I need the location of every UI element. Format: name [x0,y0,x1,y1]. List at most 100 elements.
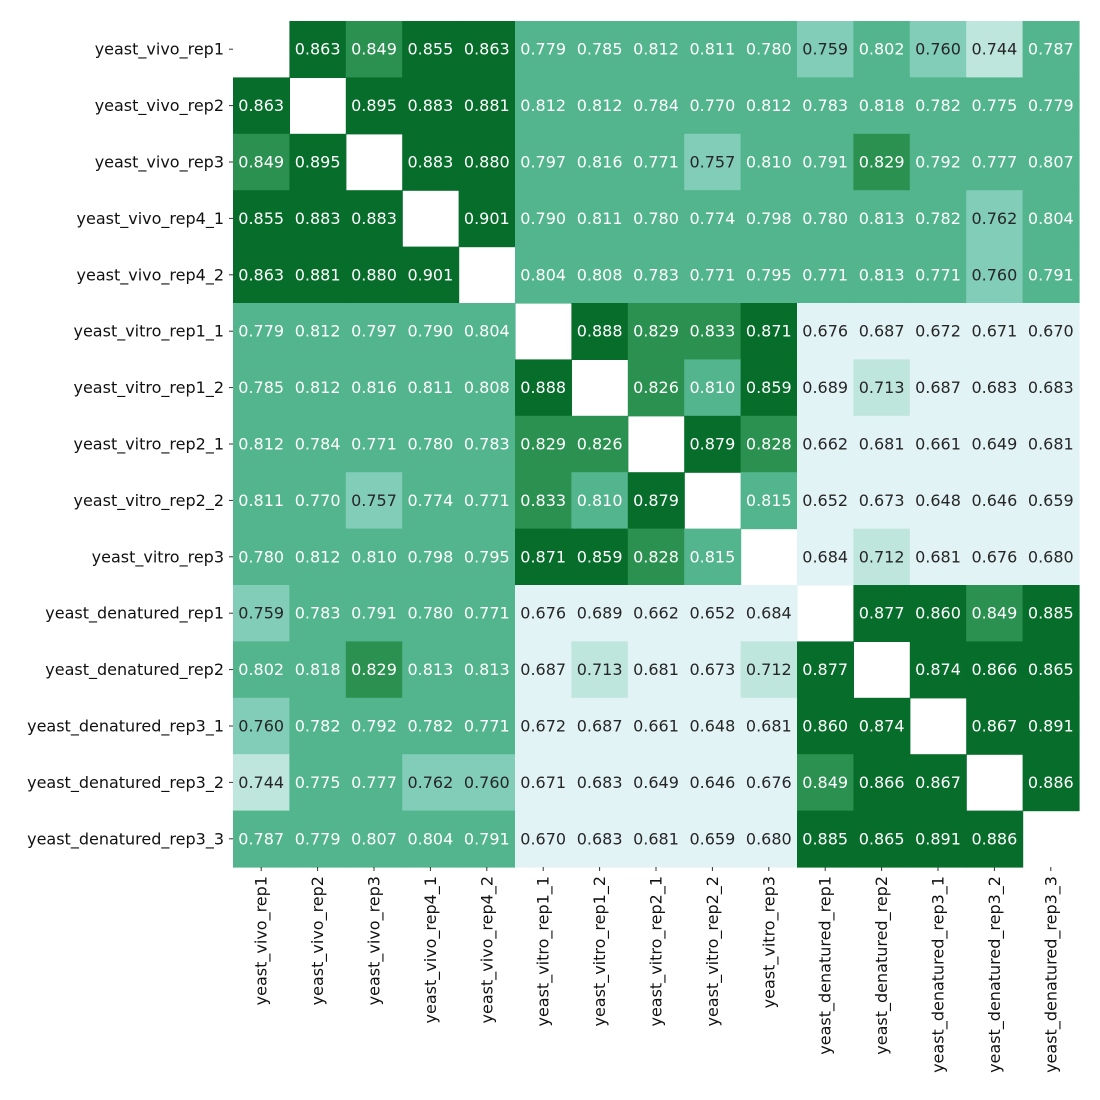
heatmap-cell [797,21,854,78]
heatmap-cell [853,810,911,868]
cell-value-label: 0.661 [633,717,679,736]
y-tick-label: yeast_denatured_rep3_3 [27,829,224,849]
cell-value-label: 0.883 [407,96,453,115]
heatmap-cell [684,21,742,78]
cell-value-label: 0.783 [464,435,510,454]
cell-value-label: 0.885 [802,829,848,848]
cell-value-label: 0.798 [407,547,453,566]
heatmap-cell [458,190,516,248]
heatmap-cell [853,754,911,812]
heatmap-cell [458,77,516,135]
cell-value-label: 0.646 [971,491,1017,510]
heatmap-cell [909,246,967,304]
cell-value-label: 0.807 [1028,153,1074,172]
cell-value-label: 0.812 [577,96,623,115]
cell-value-label: 0.780 [633,209,679,228]
cell-value-label: 0.683 [1028,378,1074,397]
heatmap-cell [571,21,629,78]
cell-value-label: 0.812 [520,96,566,115]
heatmap-cell [627,585,685,642]
heatmap-cell [289,303,347,360]
heatmap-cell [571,246,629,304]
cell-value-label: 0.863 [238,96,284,115]
heatmap-cell [289,21,347,78]
cell-value-label: 0.811 [407,378,453,397]
cell-value-label: 0.771 [464,604,510,623]
heatmap-cell [458,133,516,191]
cell-value-label: 0.812 [295,547,341,566]
heatmap-cell [966,133,1024,191]
cell-value-label: 0.812 [238,435,284,454]
heatmap-cell [684,359,742,417]
cell-value-label: 0.867 [971,717,1017,736]
cell-value-label: 0.662 [802,435,848,454]
heatmap-cell [853,359,911,417]
cell-value-label: 0.774 [689,209,735,228]
heatmap-cell [966,585,1024,642]
cell-value-label: 0.687 [859,322,905,341]
heatmap-cell [402,472,460,530]
cell-value-label: 0.713 [859,378,905,397]
heatmap-cell [402,359,460,417]
cell-value-label: 0.684 [802,547,848,566]
y-tick-label: yeast_vivo_rep4_2 [77,265,224,285]
x-tick-label: yeast_denatured_rep3_3 [1041,876,1061,1073]
cell-value-label: 0.783 [633,265,679,284]
cell-value-label: 0.795 [464,547,510,566]
cell-value-label: 0.826 [633,378,679,397]
cell-value-label: 0.859 [577,547,623,566]
heatmap-cell [515,810,572,868]
cell-value-label: 0.775 [971,96,1017,115]
heatmap-cell [966,641,1024,699]
cell-value-label: 0.771 [689,265,735,284]
cell-value-label: 0.757 [351,491,397,510]
heatmap-cell [345,303,403,360]
heatmap-cell [289,246,347,304]
heatmap-cell [345,472,403,530]
cell-value-label: 0.673 [689,660,735,679]
heatmap-cell [853,303,911,360]
cell-value-label: 0.676 [746,773,792,792]
heatmap-cell [740,77,798,135]
heatmap-cell [797,641,854,699]
cell-value-label: 0.676 [520,604,566,623]
cell-value-label: 0.811 [689,40,735,59]
y-tick-label: yeast_vitro_rep3 [92,547,224,567]
cell-value-label: 0.649 [633,773,679,792]
heatmap-cell [458,359,516,417]
heatmap-cell [345,641,403,699]
heatmap-cell [515,697,572,755]
cell-value-label: 0.880 [464,153,510,172]
heatmap-cell [966,472,1024,530]
heatmap-cell [515,133,572,191]
cell-value-label: 0.782 [915,96,961,115]
heatmap-cell [966,303,1024,360]
x-tick-label: yeast_vitro_rep3 [759,876,779,1008]
heatmap-cell [289,133,347,191]
heatmap-cell [345,754,403,812]
heatmap-cell [797,246,854,304]
cell-value-label: 0.771 [464,491,510,510]
cell-value-label: 0.759 [802,40,848,59]
cell-value-label: 0.792 [351,717,397,736]
heatmap-cell [853,77,911,135]
cell-value-label: 0.879 [633,491,679,510]
heatmap-cell [402,697,460,755]
heatmap-cell [515,246,572,304]
cell-value-label: 0.804 [520,265,566,284]
cell-value-label: 0.874 [859,717,905,736]
heatmap-cell [627,303,685,360]
heatmap-cell [233,472,290,530]
cell-value-label: 0.865 [1028,660,1074,679]
cell-value-label: 0.760 [464,773,510,792]
cell-value-label: 0.681 [633,829,679,848]
heatmap-cell [458,21,516,78]
heatmap-cell [1022,190,1080,248]
heatmap-cell [458,472,516,530]
cell-value-label: 0.782 [407,717,453,736]
cell-value-label: 0.681 [915,547,961,566]
cell-value-label: 0.795 [746,265,792,284]
cell-value-label: 0.807 [351,829,397,848]
heatmap-cell [345,190,403,248]
heatmap-cell [233,810,290,868]
